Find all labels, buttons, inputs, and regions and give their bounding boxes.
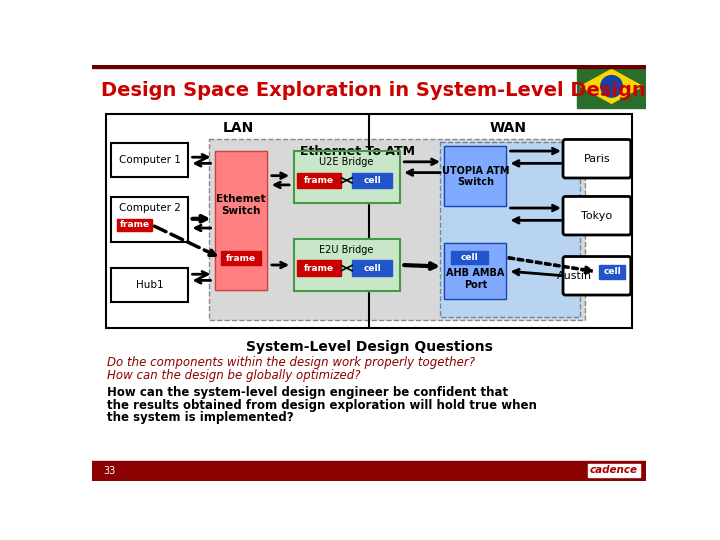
- Bar: [117, 219, 152, 231]
- Text: Design Space Exploration in System-Level Design: Design Space Exploration in System-Level…: [101, 82, 646, 100]
- Bar: [294, 151, 400, 204]
- Text: LAN: LAN: [222, 121, 253, 135]
- Text: cadence: cadence: [590, 465, 638, 475]
- Text: System-Level Design Questions: System-Level Design Questions: [246, 340, 492, 354]
- Text: cell: cell: [363, 176, 381, 185]
- Bar: [215, 151, 267, 289]
- Text: frame: frame: [304, 176, 334, 185]
- FancyBboxPatch shape: [563, 139, 631, 178]
- Bar: [451, 251, 487, 264]
- Bar: [352, 173, 392, 188]
- Text: U2E Bridge: U2E Bridge: [320, 157, 374, 167]
- Text: Hub1: Hub1: [136, 280, 163, 290]
- Bar: [111, 268, 188, 302]
- Bar: [440, 142, 580, 318]
- Bar: [577, 65, 647, 108]
- Bar: [444, 146, 506, 206]
- Bar: [92, 461, 647, 481]
- Text: UTOPIA ATM
Switch: UTOPIA ATM Switch: [441, 166, 509, 187]
- Text: frame: frame: [120, 220, 150, 230]
- Polygon shape: [581, 70, 642, 103]
- Bar: [111, 197, 188, 242]
- Text: Computer 2: Computer 2: [119, 203, 181, 213]
- Text: cell: cell: [460, 253, 478, 262]
- Text: the system is implemented?: the system is implemented?: [107, 411, 294, 424]
- Text: Paris: Paris: [584, 154, 611, 164]
- Text: the results obtained from design exploration will hold true when: the results obtained from design explora…: [107, 399, 537, 411]
- Bar: [599, 265, 626, 279]
- Text: frame: frame: [226, 254, 256, 262]
- Bar: [111, 143, 188, 177]
- Text: cell: cell: [363, 264, 381, 273]
- Bar: [215, 151, 267, 289]
- Bar: [294, 239, 400, 291]
- Text: Computer 1: Computer 1: [119, 156, 181, 165]
- Circle shape: [600, 76, 622, 97]
- Bar: [444, 146, 506, 206]
- Bar: [294, 151, 400, 204]
- Text: 33: 33: [104, 465, 116, 476]
- Bar: [297, 260, 341, 276]
- Bar: [106, 114, 632, 328]
- Bar: [444, 244, 506, 299]
- Text: WAN: WAN: [489, 121, 526, 135]
- Bar: [221, 251, 261, 265]
- Bar: [444, 244, 506, 299]
- Bar: [92, 68, 577, 108]
- Text: Do the components within the design work properly together?: Do the components within the design work…: [107, 355, 475, 368]
- Bar: [92, 65, 647, 68]
- Text: How can the system-level design engineer be confident that: How can the system-level design engineer…: [107, 386, 508, 399]
- Bar: [352, 260, 392, 276]
- Text: How can the design be globally optimized?: How can the design be globally optimized…: [107, 369, 361, 382]
- Bar: [92, 108, 647, 481]
- Text: cell: cell: [603, 267, 621, 276]
- Text: Tokyo: Tokyo: [581, 211, 613, 221]
- FancyBboxPatch shape: [563, 197, 631, 235]
- Text: frame: frame: [304, 264, 334, 273]
- Text: AHB AMBA
Port: AHB AMBA Port: [446, 268, 505, 289]
- Text: Ethernet To ATM: Ethernet To ATM: [300, 145, 415, 158]
- Bar: [209, 139, 585, 320]
- Text: E2U Bridge: E2U Bridge: [320, 245, 374, 254]
- Text: Austin: Austin: [557, 271, 592, 281]
- Bar: [294, 239, 400, 291]
- Bar: [588, 464, 640, 477]
- Text: Ethemet
Switch: Ethemet Switch: [217, 194, 266, 216]
- Bar: [297, 173, 341, 188]
- FancyBboxPatch shape: [563, 256, 631, 295]
